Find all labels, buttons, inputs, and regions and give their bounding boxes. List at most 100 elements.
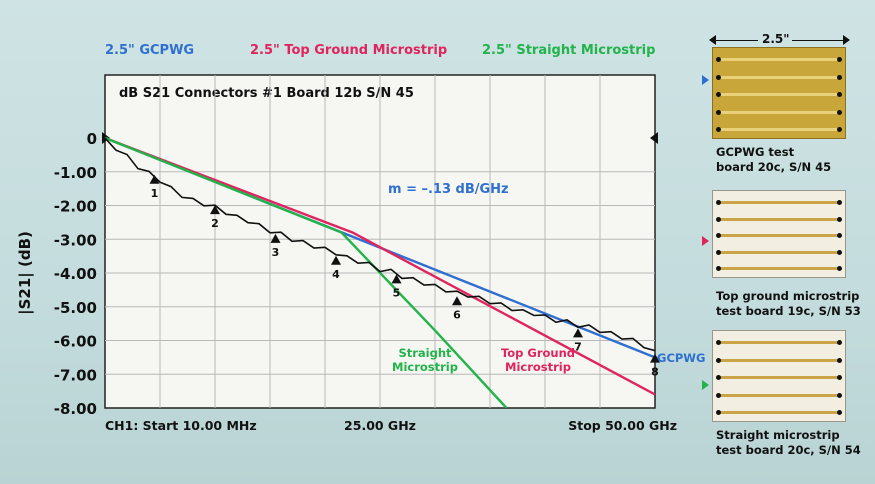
board-trace [719, 267, 839, 270]
gcpwg-board-image [712, 47, 846, 139]
y-tick-label: -2.00 [54, 198, 97, 216]
marker-label: 6 [453, 308, 461, 321]
dimension-arrow-left [709, 35, 716, 45]
straight-annotation-line: Straight [398, 346, 452, 360]
gcpwg-board-caption: GCPWG test board 20c, S/N 45 [716, 145, 831, 175]
board-trace [719, 358, 839, 362]
gcpwg-pointer [702, 75, 709, 85]
marker-triangle [650, 353, 660, 363]
marker-triangle [452, 296, 462, 306]
gcpwg-caption-line1: GCPWG test [716, 145, 795, 159]
board-connector-dot [837, 392, 842, 398]
series-top-ground-line [105, 136, 655, 396]
board-connector-dot [837, 266, 842, 271]
board-connector-dot [716, 266, 721, 271]
marker-triangle [149, 174, 160, 184]
legend-straight-microstrip: 2.5" Straight Microstrip [482, 43, 656, 58]
straight-caption-line2: test board 20c, S/N 54 [716, 443, 861, 457]
marker-label: 8 [651, 366, 659, 379]
board-connector-dot [716, 340, 721, 345]
board-connector-dot [716, 392, 721, 398]
board-trace [719, 128, 839, 131]
board-connector-dot [837, 109, 842, 115]
slope-annotation: m = –.13 dB/GHz [388, 182, 509, 197]
marker-triangle [331, 255, 341, 265]
legend-top-ground-microstrip: 2.5" Top Ground Microstrip [250, 43, 448, 58]
board-connector-dot [716, 357, 721, 363]
board-trace [719, 393, 839, 397]
board-trace [719, 58, 839, 61]
top-ground-annotation-line: Microstrip [505, 360, 571, 374]
marker-triangle [391, 274, 402, 284]
dimension-line-left [714, 40, 758, 41]
straight-caption-line1: Straight microstrip [716, 428, 840, 442]
board-connector-dot [837, 127, 842, 132]
board-trace [719, 376, 839, 379]
board-connector-dot [716, 233, 721, 238]
board-trace [719, 110, 839, 114]
straight-annotation-line: Microstrip [392, 360, 458, 374]
board-connector-dot [716, 57, 721, 62]
marker-label: 3 [272, 246, 280, 259]
board-connector-dot [837, 92, 842, 97]
reference-marker-right [650, 132, 658, 144]
board-connector-dot [716, 74, 721, 80]
series-measured-line [105, 137, 655, 352]
board-trace [719, 201, 839, 204]
board-connector-dot [837, 357, 842, 363]
x-stop-label: Stop 50.00 GHz [568, 418, 677, 433]
board-trace [719, 75, 839, 79]
top-ground-caption-line2: test board 19c, S/N 53 [716, 304, 861, 318]
dimension-arrow-right [843, 35, 850, 45]
straight-board-caption: Straight microstrip test board 20c, S/N … [716, 428, 861, 458]
board-connector-dot [837, 200, 842, 205]
straight-pointer [702, 380, 709, 390]
y-tick-label: -7.00 [54, 366, 97, 384]
board-connector-dot [837, 74, 842, 80]
board-connector-dot [716, 410, 721, 415]
y-tick-label: -1.00 [54, 164, 97, 182]
top-ground-board-image [712, 190, 846, 278]
y-tick-label: -6.00 [54, 333, 97, 351]
board-connector-dot [716, 375, 721, 380]
y-tick-label: -3.00 [54, 231, 97, 249]
top-ground-annotation-line: Top Ground [501, 346, 575, 360]
y-axis-label: |S21| (dB) [16, 231, 35, 315]
marker-label: 2 [211, 217, 219, 230]
board-connector-dot [837, 216, 842, 222]
marker-triangle [210, 205, 220, 215]
board-trace [719, 217, 839, 221]
marker-label: 4 [332, 268, 340, 281]
top-ground-caption-line1: Top ground microstrip [716, 289, 860, 303]
gcpwg-caption-line2: board 20c, S/N 45 [716, 160, 832, 174]
top-ground-board-caption: Top ground microstrip test board 19c, S/… [716, 289, 861, 319]
x-start-label: CH1: Start 10.00 MHz [105, 418, 257, 433]
marker-triangle [573, 328, 583, 338]
marker-label: 1 [151, 187, 159, 200]
board-trace [719, 411, 839, 414]
board-connector-dot [716, 92, 721, 97]
y-tick-label: 0 [87, 130, 97, 148]
board-connector-dot [716, 127, 721, 132]
board-connector-dot [716, 109, 721, 115]
gcpwg-end-label: GCPWG [657, 351, 705, 365]
board-connector-dot [837, 340, 842, 345]
legend-gcpwg: 2.5" GCPWG [105, 43, 195, 58]
series-straight-line [105, 136, 508, 408]
board-trace [719, 341, 839, 344]
marker-label: 5 [393, 286, 401, 299]
marker-triangle [270, 233, 281, 243]
board-connector-dot [837, 375, 842, 380]
board-connector-dot [837, 233, 842, 238]
board-connector-dot [716, 200, 721, 205]
board-connector-dot [716, 216, 721, 222]
y-tick-label: -5.00 [54, 299, 97, 317]
board-connector-dot [837, 249, 842, 255]
board-trace [719, 93, 839, 96]
y-tick-label: -4.00 [54, 265, 97, 283]
board-connector-dot [716, 249, 721, 255]
top-ground-pointer [702, 236, 709, 246]
marker-label: 7 [574, 340, 582, 353]
board-trace [719, 234, 839, 237]
